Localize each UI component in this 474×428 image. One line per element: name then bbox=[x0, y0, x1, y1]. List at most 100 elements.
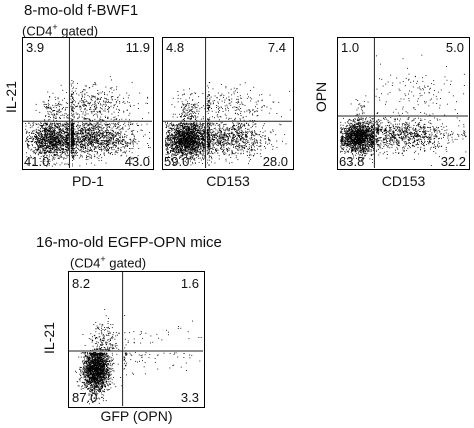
event-dot bbox=[107, 102, 109, 103]
event-dot bbox=[66, 147, 67, 148]
event-dot bbox=[51, 133, 52, 135]
event-dot bbox=[107, 146, 109, 147]
event-dot bbox=[176, 151, 177, 152]
event-dot bbox=[206, 104, 208, 106]
event-dot bbox=[188, 128, 190, 130]
event-dot bbox=[107, 108, 109, 110]
event-dot bbox=[70, 128, 72, 130]
event-dot bbox=[37, 126, 39, 128]
event-dot bbox=[140, 129, 142, 131]
event-dot bbox=[27, 140, 29, 142]
event-dot bbox=[109, 123, 110, 125]
event-dot bbox=[185, 105, 187, 107]
event-dot bbox=[232, 120, 234, 122]
event-dot bbox=[218, 107, 220, 109]
event-dot bbox=[52, 138, 53, 140]
event-dot bbox=[187, 114, 189, 116]
event-dot bbox=[39, 152, 40, 154]
event-dot bbox=[93, 137, 95, 138]
event-dot bbox=[52, 146, 53, 148]
event-dot bbox=[192, 124, 194, 126]
event-dot bbox=[201, 126, 203, 127]
event-dot bbox=[91, 124, 92, 125]
event-dot bbox=[58, 101, 60, 103]
event-dot bbox=[202, 116, 204, 118]
event-dot bbox=[166, 157, 168, 158]
event-dot bbox=[82, 136, 84, 137]
event-dot bbox=[48, 135, 50, 137]
event-dot bbox=[68, 124, 70, 126]
event-dot bbox=[65, 141, 67, 143]
event-dot bbox=[82, 111, 84, 113]
event-dot bbox=[189, 141, 191, 143]
event-dot bbox=[108, 125, 110, 127]
event-dot bbox=[56, 136, 58, 138]
event-dot bbox=[194, 92, 196, 94]
event-dot bbox=[77, 140, 79, 142]
event-dot bbox=[43, 138, 45, 139]
event-dot bbox=[48, 156, 50, 158]
event-dot bbox=[192, 142, 194, 144]
event-dot bbox=[59, 103, 61, 105]
event-dot bbox=[62, 136, 64, 138]
event-dot bbox=[171, 155, 173, 157]
event-dot bbox=[177, 126, 179, 128]
event-dot bbox=[180, 150, 181, 152]
event-dot bbox=[79, 150, 81, 152]
event-dot bbox=[195, 132, 197, 134]
event-dot bbox=[210, 102, 212, 104]
event-dot bbox=[192, 163, 194, 165]
event-dot bbox=[186, 110, 188, 112]
event-dot bbox=[39, 140, 40, 142]
event-dot bbox=[133, 139, 135, 141]
event-dot bbox=[71, 114, 73, 116]
event-dot bbox=[83, 89, 85, 91]
event-dot bbox=[192, 123, 194, 124]
event-dot bbox=[203, 146, 204, 148]
event-dot bbox=[118, 148, 120, 150]
event-dot bbox=[96, 131, 98, 133]
event-dot bbox=[25, 141, 27, 143]
event-dot bbox=[97, 98, 99, 99]
event-dot bbox=[174, 147, 176, 149]
event-dot bbox=[80, 145, 82, 147]
event-dot bbox=[194, 142, 196, 143]
event-dot bbox=[85, 105, 87, 107]
event-dot bbox=[40, 125, 42, 126]
event-dot bbox=[70, 143, 72, 145]
event-dot bbox=[82, 113, 84, 115]
event-dot bbox=[34, 141, 36, 143]
event-dot bbox=[60, 144, 62, 146]
event-dot bbox=[92, 85, 94, 87]
event-dot bbox=[197, 151, 199, 153]
event-dot bbox=[132, 139, 134, 141]
event-dot bbox=[105, 140, 106, 142]
event-dot bbox=[124, 133, 126, 135]
event-dot bbox=[116, 101, 117, 102]
event-dot bbox=[212, 100, 214, 102]
event-dot bbox=[199, 132, 201, 134]
event-dot bbox=[186, 136, 188, 138]
event-dot bbox=[194, 105, 196, 107]
event-dot bbox=[88, 130, 90, 132]
event-dot bbox=[182, 145, 184, 146]
event-dot bbox=[95, 137, 97, 139]
event-dot bbox=[120, 131, 122, 133]
event-dot bbox=[96, 106, 98, 108]
event-dot bbox=[190, 116, 192, 117]
event-dot bbox=[44, 134, 46, 136]
event-dot bbox=[45, 115, 46, 117]
event-dot bbox=[47, 130, 49, 132]
event-dot bbox=[228, 99, 230, 100]
event-dot bbox=[73, 117, 75, 119]
event-dot bbox=[55, 137, 57, 139]
event-dot bbox=[181, 134, 183, 136]
event-dot bbox=[188, 136, 190, 138]
event-dot bbox=[195, 144, 197, 146]
event-dot bbox=[172, 148, 173, 149]
event-dot bbox=[60, 115, 62, 116]
event-dot bbox=[175, 147, 176, 149]
event-dot bbox=[97, 90, 99, 91]
event-dot bbox=[39, 158, 41, 160]
event-dot bbox=[180, 142, 181, 144]
